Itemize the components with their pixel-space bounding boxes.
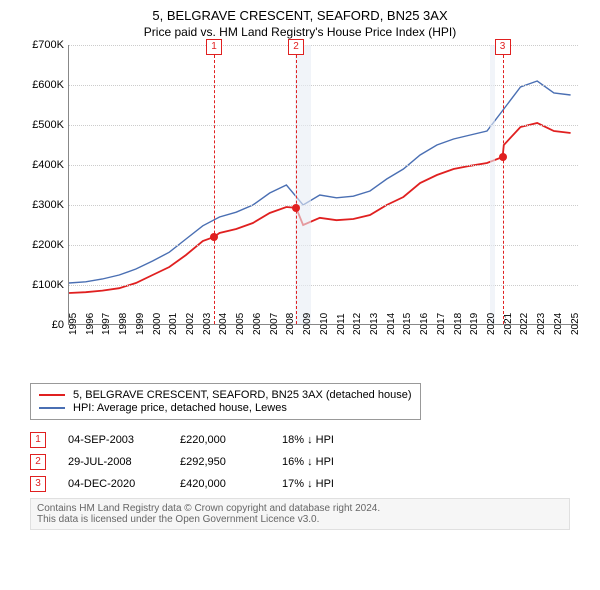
- sale-marker-badge: 2: [288, 39, 304, 55]
- sale-marker-dot: [292, 204, 300, 212]
- sale-marker-line: [503, 45, 504, 324]
- y-tick-label: £400K: [32, 159, 64, 171]
- recession-band: [490, 45, 496, 324]
- plot-area: 123: [68, 45, 578, 325]
- sales-table: 1 04-SEP-2003 £220,000 18% ↓ HPI 2 29-JUL-200…: [30, 432, 590, 492]
- sales-price: £292,950: [180, 456, 260, 468]
- sales-date: 04-SEP-2003: [68, 434, 158, 446]
- chart-title: 5, BELGRAVE CRESCENT, SEAFORD, BN25 3AX: [10, 8, 590, 23]
- sale-marker-line: [296, 45, 297, 324]
- sales-comparison: 17% ↓ HPI: [282, 478, 382, 490]
- sale-marker-badge: 3: [495, 39, 511, 55]
- legend-swatch: [39, 407, 65, 409]
- recession-band: [295, 45, 312, 324]
- sales-date: 29-JUL-2008: [68, 456, 158, 468]
- y-tick-label: £700K: [32, 39, 64, 51]
- sales-comparison: 18% ↓ HPI: [282, 434, 382, 446]
- sales-badge: 2: [30, 454, 46, 470]
- x-tick-label: 2025: [570, 313, 600, 335]
- chart-area: £0£100K£200K£300K£400K£500K£600K£700K 12…: [20, 45, 580, 375]
- sale-marker-dot: [499, 153, 507, 161]
- sales-date: 04-DEC-2020: [68, 478, 158, 490]
- sales-badge: 3: [30, 476, 46, 492]
- sales-badge: 1: [30, 432, 46, 448]
- sales-row: 2 29-JUL-2008 £292,950 16% ↓ HPI: [30, 454, 590, 470]
- y-tick-label: £600K: [32, 79, 64, 91]
- sales-price: £420,000: [180, 478, 260, 490]
- y-tick-label: £500K: [32, 119, 64, 131]
- footer-line-1: Contains HM Land Registry data © Crown c…: [37, 503, 563, 514]
- sales-row: 3 04-DEC-2020 £420,000 17% ↓ HPI: [30, 476, 590, 492]
- y-tick-label: £100K: [32, 279, 64, 291]
- x-axis-labels: 1995199619971998199920002001200220032004…: [68, 327, 578, 375]
- y-tick-label: £200K: [32, 239, 64, 251]
- legend-swatch: [39, 394, 65, 396]
- y-tick-label: £300K: [32, 199, 64, 211]
- sales-row: 1 04-SEP-2003 £220,000 18% ↓ HPI: [30, 432, 590, 448]
- sale-marker-dot: [210, 233, 218, 241]
- sales-comparison: 16% ↓ HPI: [282, 456, 382, 468]
- legend: 5, BELGRAVE CRESCENT, SEAFORD, BN25 3AX …: [30, 383, 421, 420]
- sales-price: £220,000: [180, 434, 260, 446]
- data-attribution: Contains HM Land Registry data © Crown c…: [30, 498, 570, 530]
- legend-row: HPI: Average price, detached house, Lewe…: [39, 402, 412, 414]
- footer-line-2: This data is licensed under the Open Gov…: [37, 514, 563, 525]
- sale-marker-line: [214, 45, 215, 324]
- y-tick-label: £0: [52, 319, 64, 331]
- sale-marker-badge: 1: [206, 39, 222, 55]
- legend-label: HPI: Average price, detached house, Lewe…: [73, 402, 287, 414]
- chart-subtitle: Price paid vs. HM Land Registry's House …: [10, 25, 590, 39]
- legend-row: 5, BELGRAVE CRESCENT, SEAFORD, BN25 3AX …: [39, 389, 412, 401]
- y-axis-labels: £0£100K£200K£300K£400K£500K£600K£700K: [20, 45, 66, 325]
- legend-label: 5, BELGRAVE CRESCENT, SEAFORD, BN25 3AX …: [73, 389, 412, 401]
